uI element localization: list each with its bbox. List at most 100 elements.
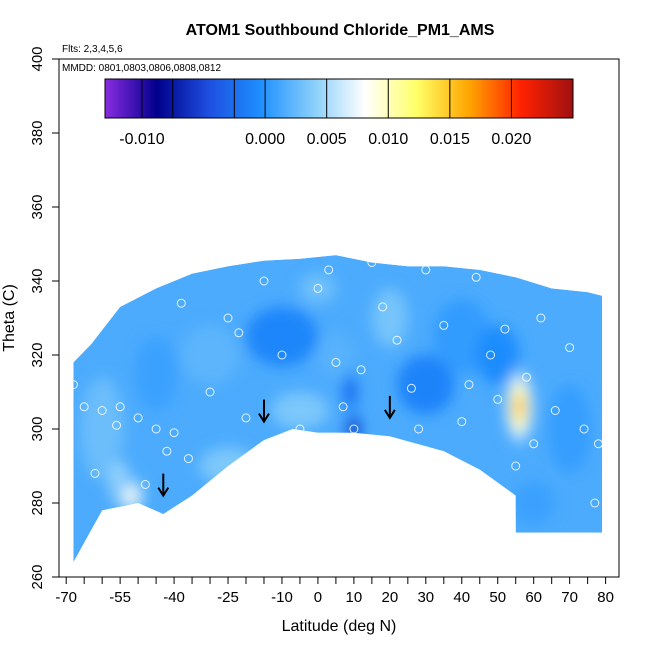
sample-marker (406, 383, 416, 393)
field-patch (199, 447, 257, 485)
sample-marker (356, 365, 366, 375)
sample-marker (349, 424, 359, 434)
sample-marker (550, 406, 560, 415)
sample-marker (370, 461, 380, 471)
sample-marker (234, 328, 244, 338)
field-patch (512, 480, 556, 526)
sample-marker (112, 420, 122, 430)
colorbar-tick-label: 0.010 (368, 131, 408, 148)
sample-marker (367, 258, 377, 267)
field-hotspot (351, 424, 356, 434)
field-patch (548, 384, 592, 474)
sample-marker (97, 406, 107, 415)
colorbar-tick-label: -0.010 (119, 131, 164, 148)
colorbar (104, 78, 574, 119)
concentration-field (73, 255, 602, 563)
y-tick-label: 300 (29, 416, 46, 441)
field-patch (134, 336, 178, 411)
arrows (157, 395, 396, 498)
y-tick-label: 260 (29, 564, 46, 589)
sample-marker (439, 320, 449, 330)
plot-frame (58, 58, 620, 578)
y-tick-label: 340 (29, 268, 46, 293)
sample-marker (486, 350, 496, 360)
sample-marker (162, 446, 172, 456)
sample-marker (529, 439, 539, 449)
chart-title: ATOM1 Southbound Chloride_PM1_AMS (186, 22, 495, 39)
colorbar-tick-label: 0.000 (245, 131, 285, 148)
sample-marker (90, 468, 100, 478)
x-tick-label: 30 (417, 589, 434, 606)
sample-marker (331, 357, 341, 367)
sample-marker (313, 283, 323, 293)
field-patch (271, 392, 329, 429)
y-axis: 260 280 300 320 340 360 380 400 (29, 46, 59, 590)
y-tick-label: 380 (29, 120, 46, 145)
sample-marker (493, 394, 503, 404)
sample-marker (140, 480, 150, 489)
sample-markers (68, 258, 603, 508)
colorbar-ticks: -0.010 0.000 0.005 0.010 0.015 0.020 (119, 79, 532, 148)
sample-marker (593, 439, 603, 449)
sample-marker (536, 313, 546, 323)
sample-marker (295, 424, 305, 434)
x-tick-label: 80 (597, 589, 614, 606)
y-tick-label: 360 (29, 194, 46, 219)
field-patch (371, 288, 408, 348)
field-patch (476, 325, 520, 385)
sample-marker (414, 424, 424, 434)
field-hotspot (127, 491, 134, 500)
colorbar-tick-label: 0.005 (307, 131, 347, 148)
x-tick-label: 0 (314, 589, 322, 606)
sample-marker (68, 380, 78, 390)
sample-marker (223, 313, 233, 323)
sample-marker (151, 424, 161, 434)
x-tick-label: 10 (346, 589, 363, 606)
sample-marker (500, 324, 510, 334)
sample-marker (338, 402, 348, 412)
x-tick-label: 70 (561, 589, 578, 606)
sample-marker (421, 265, 431, 275)
sample-marker (565, 343, 575, 353)
field-patch (397, 355, 455, 415)
sample-marker (259, 276, 269, 286)
field-hotspot (348, 387, 353, 397)
y-tick-label: 400 (29, 46, 46, 71)
field-hotspot (516, 398, 523, 415)
sample-marker (169, 428, 179, 438)
colorbar-tick-label: 0.015 (430, 131, 470, 148)
x-axis: -70 -55 -40 -25 -10 0 10 20 30 40 50 60 70 80 (55, 577, 614, 606)
x-tick-label: -55 (109, 589, 131, 606)
sample-marker (590, 498, 600, 508)
x-tick-label: 50 (489, 589, 506, 606)
field-patch (181, 325, 239, 385)
sample-marker (205, 387, 215, 397)
field-patch (317, 332, 354, 378)
sample-marker (464, 380, 474, 390)
sample-marker (378, 302, 388, 312)
x-tick-label: 60 (525, 589, 542, 606)
x-tick-label: 20 (382, 589, 399, 606)
field-patch (80, 377, 124, 481)
sample-marker (115, 402, 125, 412)
sample-marker (522, 372, 531, 382)
sample-marker (79, 402, 89, 412)
y-axis-label: Theta (C) (1, 284, 18, 352)
sample-marker (392, 335, 402, 345)
down-arrow (383, 395, 396, 420)
sample-marker (277, 350, 287, 360)
x-tick-label: -70 (55, 589, 77, 606)
y-tick-label: 320 (29, 342, 46, 367)
sample-marker (471, 272, 481, 282)
sample-marker (284, 454, 294, 464)
sample-marker (457, 417, 467, 427)
sample-marker (324, 265, 334, 275)
x-axis-label: Latitude (deg N) (282, 618, 397, 635)
sample-marker (511, 461, 521, 471)
down-arrow (258, 399, 270, 424)
x-tick-label: -25 (217, 589, 239, 606)
down-arrow (157, 473, 170, 498)
sample-marker (176, 298, 186, 308)
sample-marker (183, 454, 193, 464)
